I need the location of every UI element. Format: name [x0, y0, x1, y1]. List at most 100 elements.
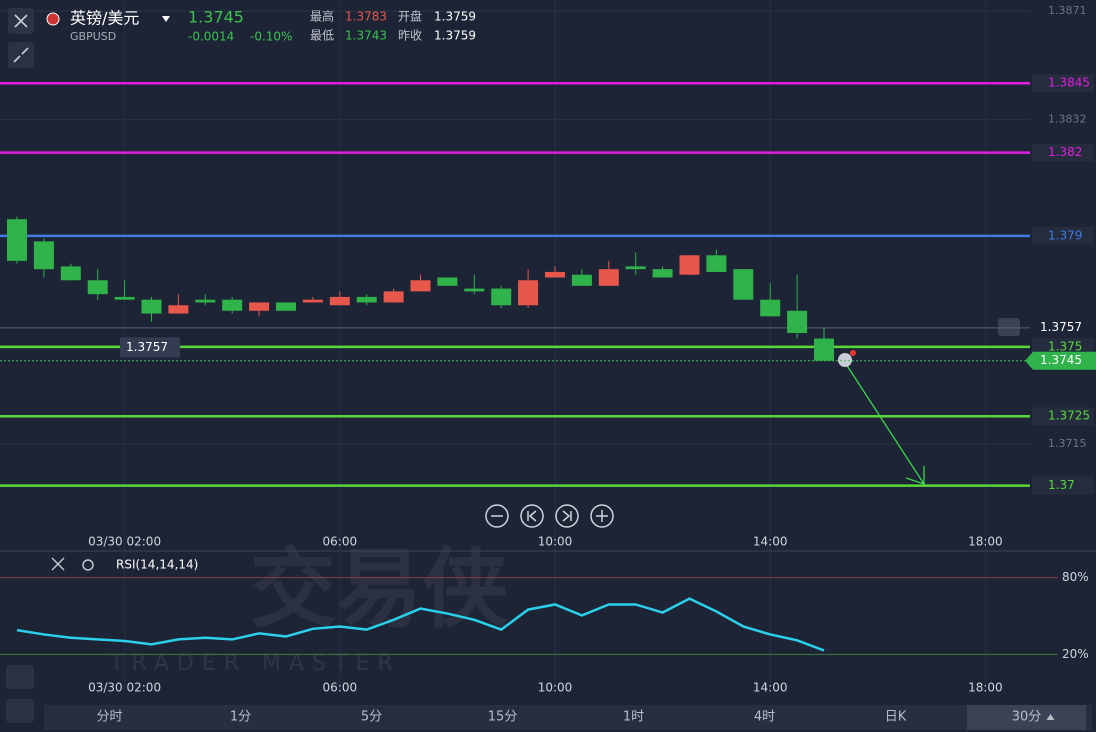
- tab[interactable]: 4时: [754, 710, 775, 725]
- x-tick-label: 10:00: [538, 681, 573, 695]
- level-tag: [1032, 476, 1094, 495]
- arrow: [845, 363, 925, 485]
- close-icon: [14, 14, 28, 28]
- candle-body: [383, 291, 404, 303]
- level-tag: [1032, 74, 1094, 93]
- y-tick-label: 1.3832: [1048, 112, 1087, 125]
- level-label: 1.375: [1048, 339, 1082, 353]
- label: 最高: [310, 9, 334, 24]
- candle-body: [276, 302, 296, 311]
- x-tick-label: 06:00: [323, 681, 358, 695]
- level-label: 1.379: [1048, 228, 1082, 242]
- level-label: 1.3845: [1048, 76, 1090, 90]
- symbol-code: GBPUSD: [70, 30, 116, 43]
- first[interactable]: [520, 504, 544, 528]
- x-tick-label: 14:00: [753, 681, 788, 695]
- rsi-tick-label: 20%: [1062, 647, 1089, 661]
- candle-body: [545, 271, 565, 278]
- candle-body: [518, 280, 539, 306]
- value: 1.3759: [434, 10, 476, 24]
- candle-body: [706, 255, 727, 272]
- candle-body: [195, 299, 216, 303]
- change-pct: -0.10%: [250, 30, 292, 44]
- level-label: 1.3725: [1048, 409, 1090, 423]
- x-tick-label: 18:00: [968, 681, 1003, 695]
- symbol-name[interactable]: 英镑/美元: [70, 9, 139, 28]
- candle-body: [679, 255, 700, 275]
- tab[interactable]: 15分: [488, 710, 518, 725]
- zoom-in[interactable]: [590, 504, 614, 528]
- tab-selected: [967, 705, 1086, 730]
- candle-body: [437, 277, 458, 286]
- info-icon[interactable]: [838, 353, 852, 367]
- candle-body: [652, 269, 673, 278]
- candle-body: [464, 288, 485, 292]
- candle-body: [249, 302, 270, 311]
- tab[interactable]: 1时: [623, 710, 644, 725]
- rsi-title: RSI(14,14,14): [116, 558, 198, 572]
- candle-body: [114, 296, 135, 300]
- tab-caret: [1046, 714, 1055, 720]
- candle-body: [87, 280, 108, 295]
- level-tag: [1032, 337, 1094, 356]
- settings[interactable]: [82, 559, 94, 571]
- candle-body: [222, 299, 243, 311]
- last[interactable]: [555, 504, 579, 528]
- candle-body: [302, 299, 323, 303]
- x-tick-label: 14:00: [753, 535, 788, 549]
- price: 1.3745: [188, 8, 244, 27]
- draw-tool[interactable]: [6, 665, 34, 689]
- level-label: 1.382: [1048, 145, 1082, 159]
- candle-body: [733, 269, 754, 300]
- tab-bar: [44, 705, 1092, 730]
- crosshair-label: 1.3757: [126, 340, 168, 354]
- rsi-line: [16, 597, 825, 652]
- x-tick-label: 06:00: [323, 535, 358, 549]
- rsi-tick-label: 80%: [1062, 570, 1089, 584]
- alert-dot: [850, 350, 856, 356]
- zoom-out[interactable]: [485, 504, 509, 528]
- bell[interactable]: [998, 318, 1020, 336]
- value: 1.3743: [345, 29, 387, 43]
- candle-body: [491, 288, 512, 306]
- change: -0.0014: [188, 30, 234, 44]
- label: 开盘: [398, 9, 422, 24]
- crosshair-tag: [120, 337, 180, 358]
- tab[interactable]: 5分: [361, 710, 382, 725]
- level-tag: [1032, 143, 1094, 162]
- watermark: TRADER MASTER: [109, 651, 401, 676]
- candle-body: [33, 241, 54, 270]
- flag: [46, 12, 60, 26]
- candle-body: [814, 338, 834, 361]
- tab[interactable]: 日K: [885, 710, 907, 725]
- current-tag: [1025, 351, 1096, 370]
- label: 最低: [310, 29, 334, 43]
- dropdown[interactable]: [162, 16, 170, 22]
- label: 昨收: [398, 29, 422, 43]
- value: 1.3783: [345, 10, 387, 24]
- value: 1.3759: [434, 29, 476, 43]
- x-tick-label: 10:00: [538, 535, 573, 549]
- tab[interactable]: 1分: [230, 710, 251, 725]
- candle-body: [141, 299, 162, 314]
- candle-body: [625, 266, 646, 270]
- close-rsi[interactable]: [51, 557, 65, 571]
- candle-body: [787, 310, 808, 333]
- candle-body: [571, 274, 592, 286]
- level-label: 1.37: [1048, 478, 1075, 492]
- candle-body: [60, 266, 81, 281]
- indicator-tool[interactable]: [6, 699, 34, 723]
- candle-body: [329, 296, 350, 306]
- y-tick-label: 1.3715: [1048, 437, 1087, 450]
- current-label: 1.3745: [1040, 353, 1082, 367]
- y-tick-label: 1.3871: [1048, 4, 1087, 17]
- tab[interactable]: 30分: [1012, 710, 1042, 725]
- collapse-button[interactable]: [8, 42, 34, 68]
- watermark: 交易侠: [250, 539, 509, 639]
- candle-body: [598, 269, 619, 286]
- tab[interactable]: 分时: [96, 710, 122, 725]
- level-tag: [1032, 407, 1094, 426]
